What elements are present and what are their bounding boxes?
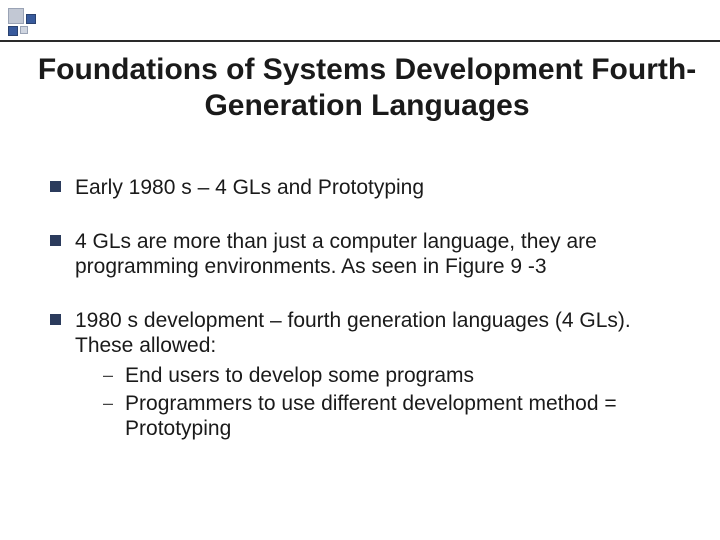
sub-bullet-text: Programmers to use different development… bbox=[125, 391, 680, 442]
bullet-item: 4 GLs are more than just a computer lang… bbox=[50, 229, 680, 280]
bullet-item: 1980 s development – fourth generation l… bbox=[50, 308, 680, 442]
slide-body: Early 1980 s – 4 GLs and Prototyping 4 G… bbox=[50, 175, 680, 470]
bullet-text: 4 GLs are more than just a computer lang… bbox=[75, 229, 680, 280]
dash-bullet-icon: – bbox=[103, 365, 113, 387]
square-bullet-icon bbox=[50, 181, 61, 192]
sub-list: – End users to develop some programs – P… bbox=[75, 363, 680, 442]
sub-bullet-item: – Programmers to use different developme… bbox=[103, 391, 680, 442]
bullet-text-main: 1980 s development – fourth generation l… bbox=[75, 309, 631, 358]
deco-square-tiny bbox=[20, 26, 28, 34]
bullet-item: Early 1980 s – 4 GLs and Prototyping bbox=[50, 175, 680, 201]
sub-bullet-item: – End users to develop some programs bbox=[103, 363, 680, 389]
square-bullet-icon bbox=[50, 314, 61, 325]
bullet-text: 1980 s development – fourth generation l… bbox=[75, 308, 680, 442]
bullet-text: Early 1980 s – 4 GLs and Prototyping bbox=[75, 175, 424, 201]
deco-square-accent bbox=[26, 14, 36, 24]
horizontal-rule bbox=[0, 40, 720, 42]
square-bullet-icon bbox=[50, 235, 61, 246]
dash-bullet-icon: – bbox=[103, 393, 113, 415]
sub-bullet-text: End users to develop some programs bbox=[125, 363, 474, 389]
corner-decoration bbox=[8, 8, 36, 36]
slide-title: Foundations of Systems Development Fourt… bbox=[34, 52, 700, 124]
deco-square-large bbox=[8, 8, 24, 24]
deco-square-accent bbox=[8, 26, 18, 36]
